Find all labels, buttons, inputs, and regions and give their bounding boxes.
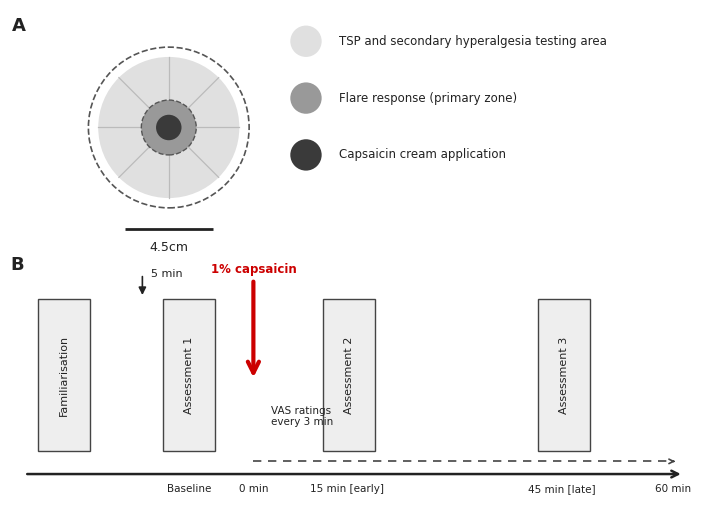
Text: 15 min [early]: 15 min [early] — [310, 484, 384, 494]
Text: 45 min [late]: 45 min [late] — [528, 484, 596, 494]
Bar — [323, 299, 375, 451]
Circle shape — [156, 115, 181, 140]
Text: Assessment 2: Assessment 2 — [344, 337, 354, 414]
Bar — [163, 299, 215, 451]
Text: 5 min: 5 min — [151, 269, 183, 279]
Circle shape — [290, 83, 321, 114]
Text: 0 min: 0 min — [239, 484, 268, 494]
Circle shape — [142, 100, 196, 155]
Text: Assessment 3: Assessment 3 — [559, 337, 569, 414]
Text: B: B — [11, 256, 24, 274]
Text: 1% capsaicin: 1% capsaicin — [210, 263, 296, 276]
Text: VAS ratings
every 3 min: VAS ratings every 3 min — [270, 406, 333, 427]
Text: Capsaicin cream application: Capsaicin cream application — [339, 149, 506, 161]
Circle shape — [290, 25, 321, 57]
Text: A: A — [12, 17, 26, 35]
Text: 4.5cm: 4.5cm — [149, 241, 188, 254]
Bar — [538, 299, 590, 451]
Circle shape — [98, 57, 239, 198]
Bar — [38, 299, 91, 451]
Text: Assessment 1: Assessment 1 — [184, 337, 194, 414]
Text: Familiarisation: Familiarisation — [59, 335, 69, 416]
Circle shape — [290, 139, 321, 171]
Text: 60 min: 60 min — [655, 484, 691, 494]
Text: Flare response (primary zone): Flare response (primary zone) — [339, 92, 518, 104]
Text: Baseline: Baseline — [167, 484, 212, 494]
Text: TSP and secondary hyperalgesia testing area: TSP and secondary hyperalgesia testing a… — [339, 35, 607, 48]
